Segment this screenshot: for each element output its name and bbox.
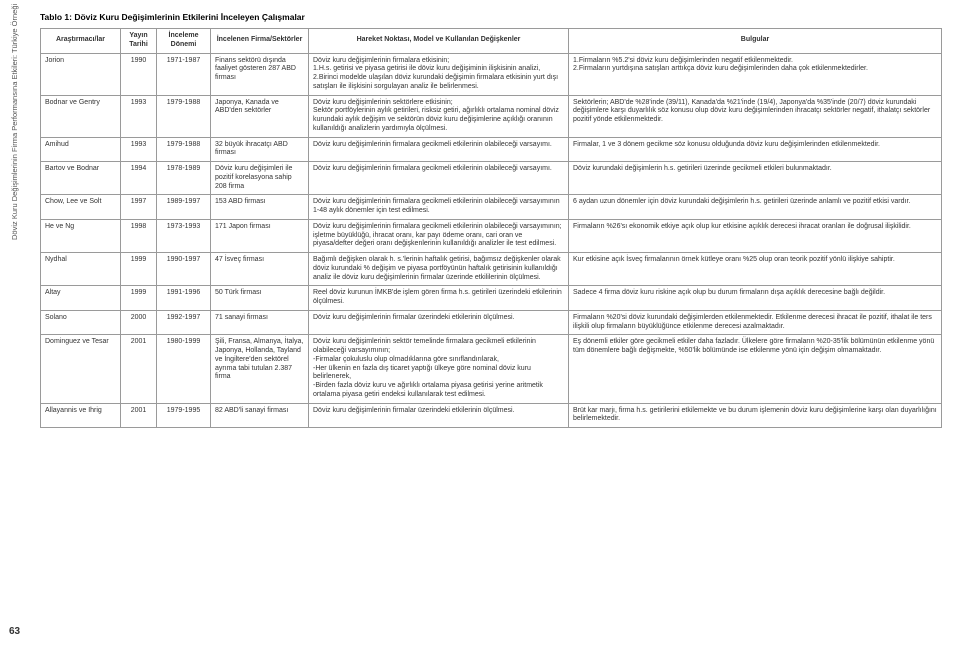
cell-findings: Sektörlerin; ABD'de %28'inde (39/11), Ka… <box>569 95 942 137</box>
th-period: İnceleme Dönemi <box>157 29 211 54</box>
cell-researcher: Nydhal <box>41 253 121 286</box>
cell-firms: 32 büyük ihracatçı ABD firması <box>211 137 309 162</box>
cell-findings: Kur etkisine açık İsveç firmalarının örn… <box>569 253 942 286</box>
cell-model: Bağımlı değişken olarak h. s.'lerinin ha… <box>309 253 569 286</box>
page-container: Tablo 1: Döviz Kuru Değişimlerinin Etkil… <box>0 0 960 440</box>
table-row: Jorion19901971-1987Finans sektörü dışınd… <box>41 53 942 95</box>
cell-firms: 47 İsveç firması <box>211 253 309 286</box>
cell-model: Döviz kuru değişimlerinin firmalara geci… <box>309 219 569 252</box>
cell-findings: Döviz kurundaki değişimlerin h.s. getiri… <box>569 162 942 195</box>
cell-year: 2001 <box>121 403 157 428</box>
table-row: Solano20001992-199771 sanayi firmasıDövi… <box>41 310 942 335</box>
cell-year: 2001 <box>121 335 157 403</box>
sidebar-caption: Döviz Kuru Değişimlerinin Firma Performa… <box>10 4 19 240</box>
cell-period: 1991-1996 <box>157 286 211 311</box>
table-row: Chow, Lee ve Solt19971989-1997153 ABD fi… <box>41 195 942 220</box>
table-header-row: Araştırmacı/lar Yayın Tarihi İnceleme Dö… <box>41 29 942 54</box>
cell-firms: 50 Türk firması <box>211 286 309 311</box>
cell-findings: 6 aydan uzun dönemler için döviz kurunda… <box>569 195 942 220</box>
th-firms: İncelenen Firma/Sektörler <box>211 29 309 54</box>
th-researcher: Araştırmacı/lar <box>41 29 121 54</box>
th-findings: Bulgular <box>569 29 942 54</box>
table-row: Nydhal19991990-199747 İsveç firmasıBağım… <box>41 253 942 286</box>
table-head: Araştırmacı/lar Yayın Tarihi İnceleme Dö… <box>41 29 942 54</box>
cell-findings: Brüt kar marjı, firma h.s. getirilerini … <box>569 403 942 428</box>
cell-period: 1973-1993 <box>157 219 211 252</box>
cell-period: 1979-1995 <box>157 403 211 428</box>
table-row: Amihud19931979-198832 büyük ihracatçı AB… <box>41 137 942 162</box>
cell-model: Döviz kuru değişimlerinin firmalar üzeri… <box>309 310 569 335</box>
cell-model: Reel döviz kurunun İMKB'de işlem gören f… <box>309 286 569 311</box>
cell-period: 1990-1997 <box>157 253 211 286</box>
cell-year: 1993 <box>121 95 157 137</box>
cell-findings: 1.Firmaların %5.2'si döviz kuru değişiml… <box>569 53 942 95</box>
cell-firms: 171 Japon firması <box>211 219 309 252</box>
cell-year: 2000 <box>121 310 157 335</box>
cell-model: Döviz kuru değişimlerinin firmalara geci… <box>309 137 569 162</box>
cell-researcher: Chow, Lee ve Solt <box>41 195 121 220</box>
cell-period: 1971-1987 <box>157 53 211 95</box>
cell-model: Döviz kuru değişimlerinin firmalara geci… <box>309 162 569 195</box>
cell-model: Döviz kuru değişimlerinin firmalara etki… <box>309 53 569 95</box>
cell-firms: Finans sektörü dışında faaliyet gösteren… <box>211 53 309 95</box>
cell-firms: 153 ABD firması <box>211 195 309 220</box>
table-row: Bodnar ve Gentry19931979-1988Japonya, Ka… <box>41 95 942 137</box>
cell-year: 1999 <box>121 286 157 311</box>
studies-table: Araştırmacı/lar Yayın Tarihi İnceleme Dö… <box>40 28 942 428</box>
cell-researcher: Bodnar ve Gentry <box>41 95 121 137</box>
cell-findings: Firmaların %20'si döviz kurundaki değişi… <box>569 310 942 335</box>
cell-researcher: Jorion <box>41 53 121 95</box>
cell-firms: 71 sanayi firması <box>211 310 309 335</box>
cell-researcher: Altay <box>41 286 121 311</box>
page-number: 63 <box>9 626 20 637</box>
cell-year: 1994 <box>121 162 157 195</box>
cell-period: 1979-1988 <box>157 95 211 137</box>
cell-findings: Firmaların %26'sı ekonomik etkiye açık o… <box>569 219 942 252</box>
cell-firms: Döviz kuru değişimleri ile pozitif korel… <box>211 162 309 195</box>
cell-findings: Eş dönemli etkiler göre gecikmeli etkile… <box>569 335 942 403</box>
cell-period: 1992-1997 <box>157 310 211 335</box>
table-row: Bartov ve Bodnar19941978-1989Döviz kuru … <box>41 162 942 195</box>
table-row: Allayannis ve Ihrig20011979-199582 ABD'l… <box>41 403 942 428</box>
cell-year: 1993 <box>121 137 157 162</box>
cell-researcher: Allayannis ve Ihrig <box>41 403 121 428</box>
cell-year: 1999 <box>121 253 157 286</box>
th-model: Hareket Noktası, Model ve Kullanılan Değ… <box>309 29 569 54</box>
cell-year: 1997 <box>121 195 157 220</box>
cell-researcher: Solano <box>41 310 121 335</box>
cell-researcher: Bartov ve Bodnar <box>41 162 121 195</box>
cell-model: Döviz kuru değişimlerinin sektör temelin… <box>309 335 569 403</box>
table-row: He ve Ng19981973-1993171 Japon firmasıDö… <box>41 219 942 252</box>
table-row: Altay19991991-199650 Türk firmasıReel dö… <box>41 286 942 311</box>
cell-model: Döviz kuru değişimlerinin firmalar üzeri… <box>309 403 569 428</box>
th-year: Yayın Tarihi <box>121 29 157 54</box>
cell-model: Döviz kuru değişimlerinin sektörlere etk… <box>309 95 569 137</box>
cell-findings: Firmalar, 1 ve 3 dönem gecikme söz konus… <box>569 137 942 162</box>
cell-firms: 82 ABD'li sanayi firması <box>211 403 309 428</box>
cell-period: 1989-1997 <box>157 195 211 220</box>
cell-year: 1998 <box>121 219 157 252</box>
cell-period: 1979-1988 <box>157 137 211 162</box>
cell-period: 1978-1989 <box>157 162 211 195</box>
cell-year: 1990 <box>121 53 157 95</box>
cell-researcher: Dominguez ve Tesar <box>41 335 121 403</box>
cell-firms: Japonya, Kanada ve ABD'den sektörler <box>211 95 309 137</box>
cell-firms: Şili, Fransa, Almanya, İtalya, Japonya, … <box>211 335 309 403</box>
table-title: Tablo 1: Döviz Kuru Değişimlerinin Etkil… <box>40 12 942 22</box>
table-row: Dominguez ve Tesar20011980-1999Şili, Fra… <box>41 335 942 403</box>
cell-researcher: He ve Ng <box>41 219 121 252</box>
cell-model: Döviz kuru değişimlerinin firmalara geci… <box>309 195 569 220</box>
cell-researcher: Amihud <box>41 137 121 162</box>
cell-period: 1980-1999 <box>157 335 211 403</box>
table-body: Jorion19901971-1987Finans sektörü dışınd… <box>41 53 942 428</box>
cell-findings: Sadece 4 firma döviz kuru riskine açık o… <box>569 286 942 311</box>
